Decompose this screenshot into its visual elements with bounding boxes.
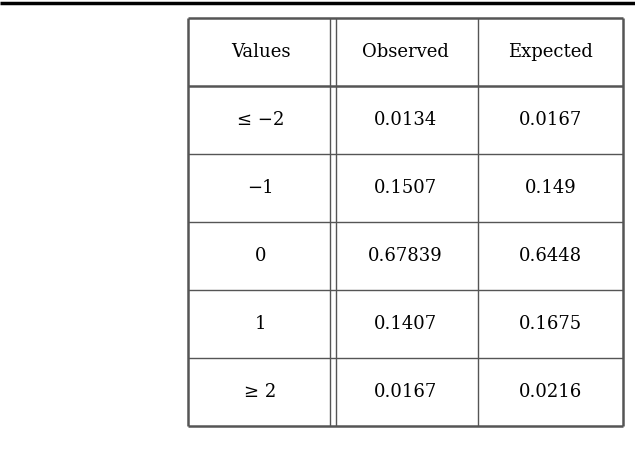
Text: Values: Values xyxy=(231,43,290,61)
Text: 0.1675: 0.1675 xyxy=(519,315,582,333)
Text: 0.0216: 0.0216 xyxy=(519,383,582,401)
Text: ≥ 2: ≥ 2 xyxy=(244,383,277,401)
Text: 0.0167: 0.0167 xyxy=(519,111,582,129)
Text: 0.0134: 0.0134 xyxy=(374,111,437,129)
Text: 0: 0 xyxy=(255,247,266,265)
Text: 1: 1 xyxy=(255,315,266,333)
Text: 0.1507: 0.1507 xyxy=(374,179,437,197)
Text: Observed: Observed xyxy=(362,43,449,61)
Text: 0.1407: 0.1407 xyxy=(374,315,437,333)
Text: ≤ −2: ≤ −2 xyxy=(237,111,284,129)
Text: −1: −1 xyxy=(247,179,274,197)
Text: 0.149: 0.149 xyxy=(525,179,577,197)
Text: 0.0167: 0.0167 xyxy=(374,383,437,401)
Text: Expected: Expected xyxy=(508,43,593,61)
Text: 0.6448: 0.6448 xyxy=(519,247,582,265)
Text: 0.67839: 0.67839 xyxy=(368,247,443,265)
